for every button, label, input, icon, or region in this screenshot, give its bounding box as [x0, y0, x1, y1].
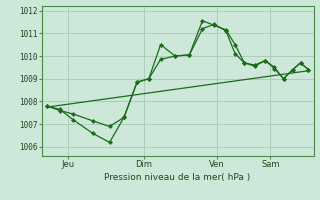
X-axis label: Pression niveau de la mer( hPa ): Pression niveau de la mer( hPa ) — [104, 173, 251, 182]
